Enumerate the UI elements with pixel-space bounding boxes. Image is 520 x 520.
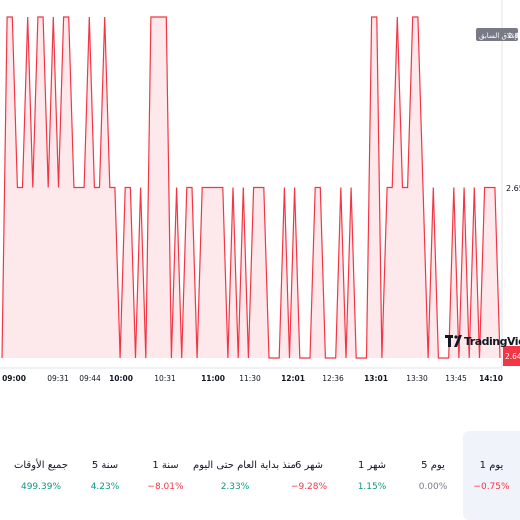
period-tab[interactable]: 5 سنة 4.23% — [74, 431, 136, 520]
period-tab[interactable]: 5 يوم 0.00% — [404, 431, 462, 520]
period-label: 6 شهر — [294, 460, 324, 471]
time-tick-label: 12:01 — [281, 374, 305, 383]
time-tick-label: 13:01 — [364, 374, 388, 383]
time-tick-label: 13:45 — [445, 374, 467, 383]
time-tick-label: 09:00 — [2, 374, 26, 383]
period-change-value: −9.28% — [290, 482, 328, 492]
period-label: جميع الأوقات — [13, 460, 69, 471]
previous-close-label: الإغلاق السابق — [479, 32, 520, 40]
period-change-value: −0.75% — [473, 482, 510, 492]
period-change-value: 1.15% — [357, 482, 387, 492]
period-change-value: −8.01% — [147, 482, 184, 492]
time-tick-label: 14:10 — [479, 374, 503, 383]
period-label: 5 يوم — [421, 460, 445, 471]
period-tab[interactable]: منذ بداية العام حتى اليوم 2.33% — [193, 431, 296, 520]
period-tab[interactable]: 1 سنة −8.01% — [138, 431, 193, 520]
time-axis: 09:00 09:31 09:44 10:00 10:31 11:00 11:30 12:01… — [2, 374, 503, 383]
period-label: 1 سنة — [152, 460, 179, 471]
period-change-value: 499.39% — [20, 482, 62, 492]
tradingview-logo-icon — [445, 335, 462, 347]
period-label: منذ بداية العام حتى اليوم — [193, 460, 296, 471]
time-tick-label: 09:31 — [47, 374, 69, 383]
time-tick-label: 09:44 — [79, 374, 101, 383]
price-line — [1, 16, 501, 359]
previous-close-value: 2.66 — [508, 32, 520, 40]
last-price-badge: 2.64 — [503, 346, 520, 366]
performance-periods: 1 يوم −0.75% 5 يوم 0.00% 1 شهر 1.15% 6 شهر −9.2… — [8, 431, 520, 520]
period-change-value: 2.33% — [220, 482, 250, 492]
time-tick-label: 10:31 — [154, 374, 176, 383]
period-tab[interactable]: 1 شهر 1.15% — [342, 431, 402, 520]
time-tick-label: 12:36 — [322, 374, 344, 383]
tradingview-logo[interactable]: TradingView — [445, 335, 520, 348]
period-change-value: 0.00% — [418, 482, 448, 492]
time-tick-label: 13:30 — [406, 374, 428, 383]
period-tab[interactable]: 1 يوم −0.75% — [463, 431, 520, 520]
tradingview-brand: TradingView — [464, 335, 520, 348]
period-label: 5 سنة — [91, 460, 119, 471]
period-tab[interactable]: جميع الأوقات 499.39% — [8, 431, 74, 520]
time-tick-label: 10:00 — [109, 374, 133, 383]
period-label: 1 يوم — [479, 460, 504, 471]
price-tick-2-65: 2.65 — [506, 184, 520, 193]
price-chart[interactable]: الإغلاق السابق 2.66 2.65 2.64 TradingVie… — [0, 0, 520, 400]
time-tick-label: 11:00 — [201, 374, 225, 383]
last-price-value: 2.64 — [505, 352, 520, 361]
period-change-value: 4.23% — [90, 482, 120, 492]
time-tick-label: 11:30 — [239, 374, 261, 383]
period-label: 1 شهر — [357, 460, 387, 471]
price-area-fill — [2, 17, 500, 358]
period-tab[interactable]: 6 شهر −9.28% — [278, 431, 340, 520]
previous-close-badge: الإغلاق السابق 2.66 — [476, 28, 520, 41]
